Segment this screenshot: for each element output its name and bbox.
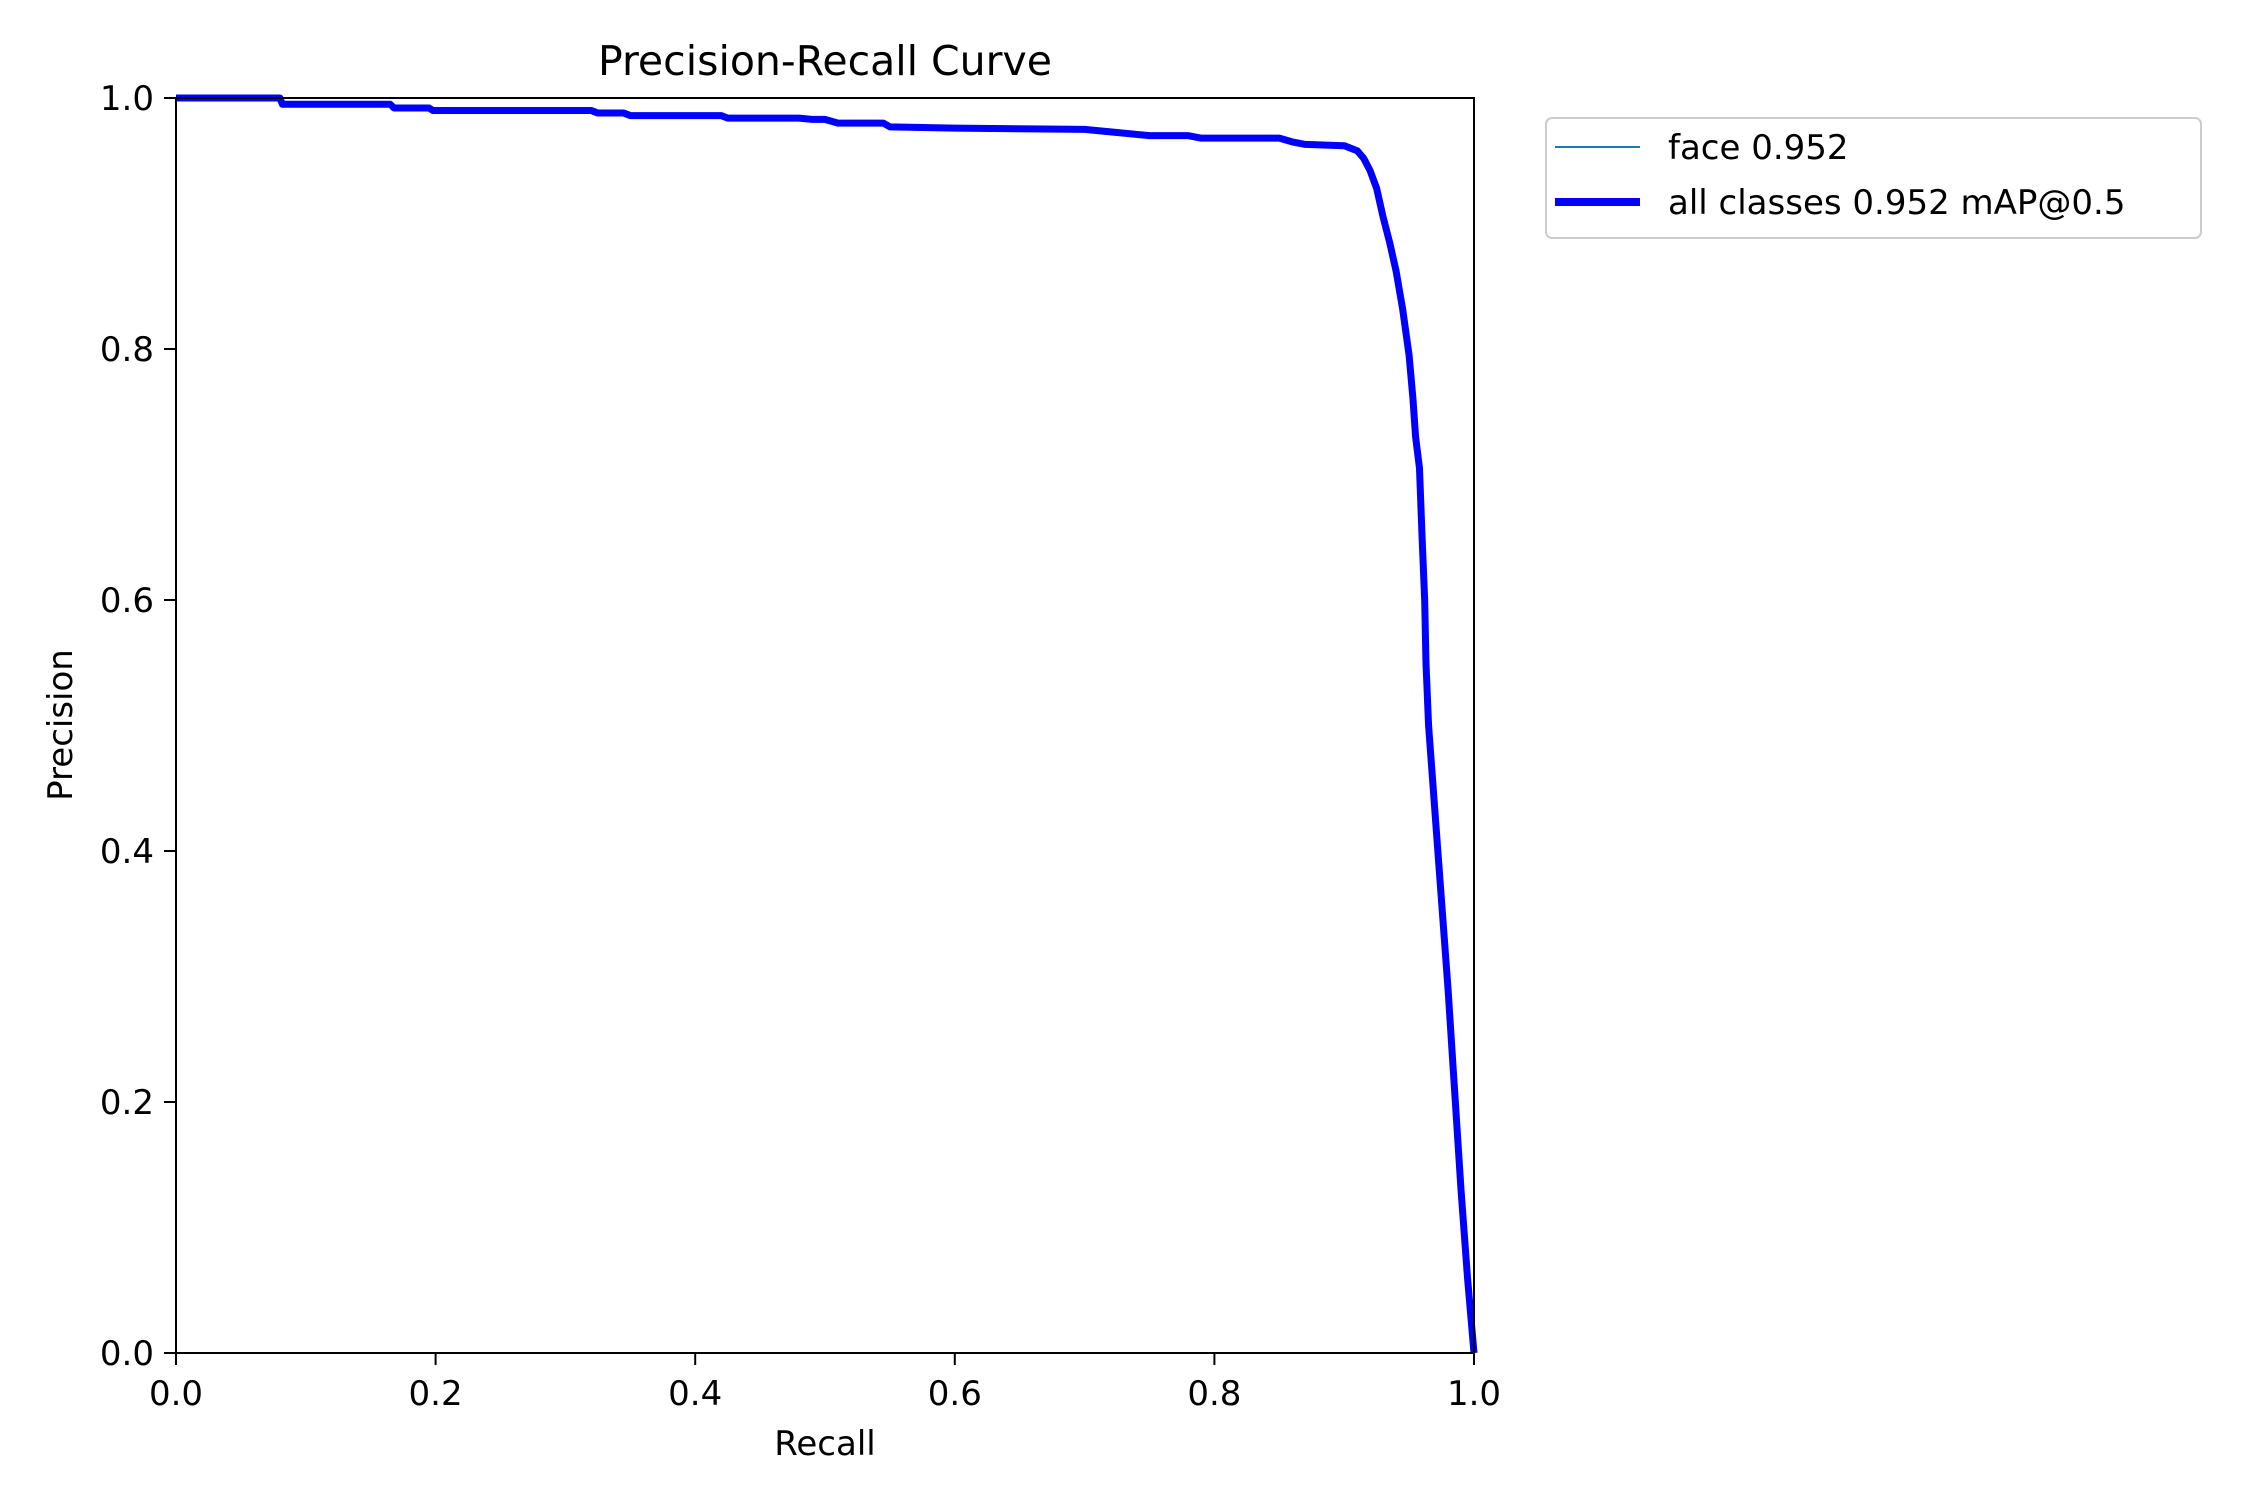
x-tick-label: 0.2: [409, 1374, 463, 1414]
x-tick-label: 1.0: [1447, 1374, 1501, 1414]
y-tick-label: 0.4: [100, 832, 154, 872]
y-axis: 0.0 0.2 0.4 0.6 0.8 1.0: [100, 79, 176, 1374]
plot-frame: [175, 97, 1475, 1354]
chart-title: Precision-Recall Curve: [598, 37, 1052, 85]
legend-label-all-classes: all classes 0.952 mAP@0.5: [1668, 183, 2125, 223]
y-tick-label: 0.8: [100, 330, 154, 370]
y-axis-title: Precision: [41, 649, 81, 801]
plot-area: [176, 98, 1474, 1353]
x-tick-label: 0.6: [928, 1374, 982, 1414]
series-line-all-classes: [176, 94, 1478, 1354]
legend-label-face: face 0.952: [1668, 128, 1849, 168]
x-axis-title: Recall: [774, 1424, 875, 1464]
x-axis: 0.0 0.2 0.4 0.6 0.8 1.0: [149, 1353, 1501, 1414]
x-tick-label: 0.0: [149, 1374, 203, 1414]
legend-box: [1545, 117, 2202, 239]
legend: face 0.952 all classes 0.952 mAP@0.5: [1545, 117, 2202, 239]
series-layer: [176, 94, 1478, 1354]
x-tick-label: 0.8: [1187, 1374, 1241, 1414]
y-tick-label: 0.0: [100, 1334, 154, 1374]
y-tick-label: 0.2: [100, 1083, 154, 1123]
y-tick-label: 0.6: [100, 581, 154, 621]
x-tick-label: 0.4: [668, 1374, 722, 1414]
y-tick-label: 1.0: [100, 79, 154, 119]
